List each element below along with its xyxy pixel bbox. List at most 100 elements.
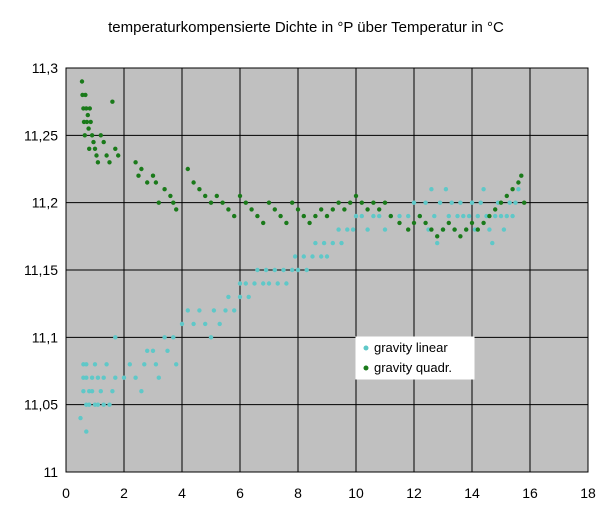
data-point: [423, 220, 428, 226]
data-point: [469, 220, 475, 226]
data-point: [107, 402, 112, 407]
data-point: [371, 213, 376, 219]
data-point: [522, 200, 527, 205]
x-tick-label: 2: [120, 485, 128, 501]
data-point: [350, 227, 356, 232]
data-point: [203, 321, 208, 327]
data-point: [84, 429, 89, 434]
data-point: [197, 308, 202, 313]
data-point: [101, 375, 106, 380]
x-tick-label: 6: [236, 485, 244, 501]
data-point: [116, 153, 121, 158]
data-point: [397, 220, 402, 226]
data-point: [217, 321, 222, 327]
data-point: [237, 294, 243, 300]
y-tick-label: 11,1: [32, 329, 58, 345]
data-point: [278, 213, 283, 219]
data-point: [301, 254, 306, 259]
data-point: [261, 220, 266, 226]
data-point: [92, 146, 98, 151]
data-point: [397, 213, 402, 219]
data-point: [493, 207, 498, 212]
data-point: [504, 193, 509, 199]
data-point: [156, 200, 161, 205]
data-point: [324, 254, 330, 259]
data-point: [84, 362, 89, 367]
data-point: [365, 207, 370, 212]
data-point: [185, 166, 190, 172]
data-point: [84, 106, 89, 111]
data-point: [179, 321, 185, 327]
data-point: [310, 254, 315, 259]
data-point: [121, 375, 127, 380]
legend-marker-linear: [363, 345, 369, 351]
data-point: [81, 389, 86, 394]
data-point: [446, 220, 451, 226]
data-point: [142, 362, 147, 367]
data-point: [411, 200, 417, 205]
data-point: [226, 207, 231, 212]
data-point: [435, 240, 440, 246]
data-point: [113, 146, 118, 151]
data-point: [78, 415, 83, 421]
data-point: [388, 213, 393, 219]
x-tick-label: 18: [580, 485, 596, 501]
data-point: [519, 173, 524, 178]
data-point: [313, 240, 318, 246]
y-tick-label: 11,3: [32, 60, 58, 76]
y-tick-label: 11,15: [24, 262, 58, 278]
data-point: [507, 200, 512, 205]
data-point: [501, 227, 507, 232]
data-point: [83, 92, 88, 98]
data-point: [336, 200, 341, 205]
data-point: [330, 207, 335, 212]
data-point: [92, 362, 98, 367]
data-point: [139, 389, 144, 394]
data-point: [89, 389, 95, 394]
data-point: [371, 200, 376, 205]
data-point: [406, 227, 411, 232]
data-point: [133, 375, 138, 380]
data-point: [133, 160, 138, 165]
data-point: [377, 213, 382, 219]
data-point: [377, 207, 382, 212]
data-point: [98, 389, 104, 394]
data-point: [481, 220, 486, 226]
data-point: [423, 200, 428, 205]
data-point: [475, 227, 480, 232]
legend-marker-quadr: [363, 365, 369, 371]
data-point: [406, 213, 411, 219]
data-point: [101, 402, 106, 407]
chart-title: temperaturkompensierte Dichte in °P über…: [108, 19, 504, 36]
series-gravity-linear: [78, 187, 521, 434]
data-point: [516, 180, 521, 185]
y-tick-label: 11,2: [32, 195, 58, 211]
data-point: [232, 308, 237, 313]
data-point: [208, 335, 214, 340]
data-point: [411, 220, 417, 226]
data-point: [208, 200, 214, 205]
data-point: [95, 160, 101, 165]
data-point: [98, 133, 104, 138]
data-point: [284, 220, 289, 226]
data-point: [94, 153, 99, 158]
data-point: [84, 375, 89, 380]
data-point: [214, 193, 219, 199]
data-point: [295, 267, 301, 273]
data-point: [153, 362, 159, 367]
data-point: [498, 213, 504, 219]
data-point: [440, 227, 446, 232]
data-point: [85, 112, 91, 118]
data-point: [87, 146, 92, 151]
data-point: [243, 200, 248, 205]
x-tick-label: 14: [464, 485, 480, 501]
data-point: [513, 200, 518, 205]
x-tick-label: 12: [406, 485, 422, 501]
grid-lines: [66, 68, 588, 472]
data-point: [382, 227, 388, 232]
data-point: [301, 213, 306, 219]
data-point: [281, 267, 286, 273]
data-point: [348, 200, 353, 205]
data-point: [127, 362, 132, 367]
